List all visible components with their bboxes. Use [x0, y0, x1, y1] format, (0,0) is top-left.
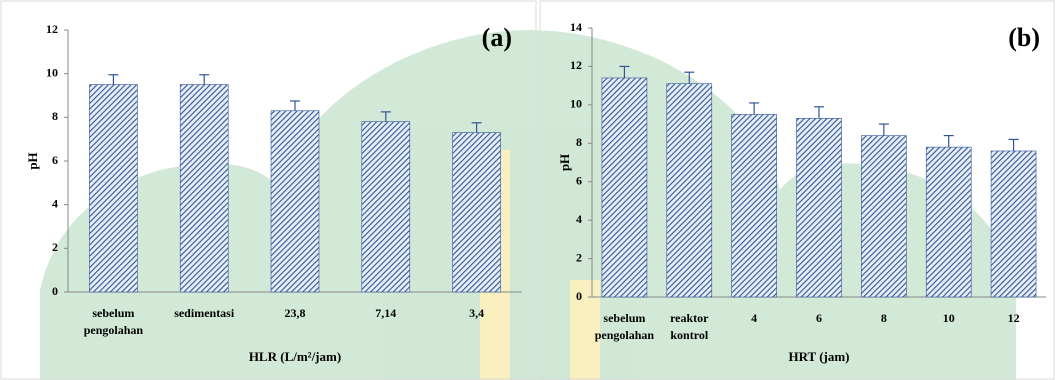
x-tick-label: 7,14	[375, 306, 396, 320]
bar	[180, 85, 228, 292]
bar	[453, 133, 501, 292]
x-tick-label-line: kontrol	[670, 328, 708, 342]
error-bar	[199, 75, 209, 85]
x-tick-label-line: pengolahan	[595, 328, 655, 342]
bar	[271, 111, 319, 292]
bar	[89, 85, 137, 292]
x-tick-label-line: sedimentasi	[174, 306, 235, 320]
x-tick-label: sedimentasi	[174, 306, 235, 320]
bar	[926, 147, 971, 297]
x-tick-label-line: 10	[943, 311, 955, 325]
y-tick-label: 12	[46, 22, 58, 36]
x-tick-label-line: 23,8	[285, 306, 306, 320]
x-tick-label-line: 4	[751, 311, 757, 325]
x-tick-label-line: sebelum	[603, 311, 645, 325]
bar	[732, 114, 777, 297]
panel-label: (a)	[482, 23, 512, 52]
error-bar	[290, 101, 300, 111]
bar	[797, 118, 842, 297]
x-tick-label: 4	[751, 311, 757, 325]
x-tick-label-line: 6	[816, 311, 822, 325]
error-bar	[814, 107, 824, 119]
bar	[602, 78, 647, 297]
y-tick-label: 12	[570, 58, 582, 72]
panel-label: (b)	[1008, 23, 1040, 52]
error-bar	[944, 136, 954, 148]
bar	[362, 122, 410, 292]
x-axis-label: HRT (jam)	[788, 349, 849, 364]
bar	[991, 151, 1036, 297]
y-tick-label: 6	[52, 153, 58, 167]
y-tick-label: 8	[52, 109, 58, 123]
x-tick-label-line: reaktor	[670, 311, 709, 325]
error-bar	[749, 103, 759, 115]
y-tick-label: 4	[52, 196, 58, 210]
y-tick-label: 10	[570, 97, 582, 111]
x-tick-label-line: 3,4	[469, 306, 484, 320]
x-tick-label: 6	[816, 311, 822, 325]
x-tick-label: 12	[1008, 311, 1020, 325]
error-bar	[108, 75, 118, 85]
bar	[667, 84, 712, 297]
y-tick-label: 0	[576, 289, 582, 303]
x-tick-label-line: 12	[1008, 311, 1020, 325]
y-tick-label: 2	[576, 250, 582, 264]
y-axis-label: pH	[25, 152, 40, 169]
y-tick-label: 14	[570, 20, 582, 34]
x-tick-label-line: 7,14	[375, 306, 396, 320]
x-tick-label: 23,8	[285, 306, 306, 320]
y-tick-label: 4	[576, 212, 582, 226]
y-tick-label: 2	[52, 240, 58, 254]
x-axis-label: HLR (L/m²/jam)	[249, 349, 341, 364]
x-tick-label: 3,4	[469, 306, 484, 320]
error-bar	[1009, 139, 1019, 151]
x-tick-label-line: pengolahan	[84, 323, 144, 337]
y-tick-label: 6	[576, 173, 582, 187]
error-bar	[879, 124, 889, 136]
y-tick-label: 8	[576, 135, 582, 149]
x-tick-label: 8	[881, 311, 887, 325]
y-tick-label: 10	[46, 65, 58, 79]
x-tick-label-line: sebelum	[92, 306, 134, 320]
page: {"chart_data": [ {"type": "bar", "panel"…	[0, 0, 1056, 380]
x-tick-label-line: 8	[881, 311, 887, 325]
bar	[861, 136, 906, 297]
y-axis-label: pH	[557, 154, 572, 171]
x-tick-label: 10	[943, 311, 955, 325]
chart: 024681012sebelumpengolahansedimentasi23,…	[0, 0, 1056, 380]
y-tick-label: 0	[52, 284, 58, 298]
